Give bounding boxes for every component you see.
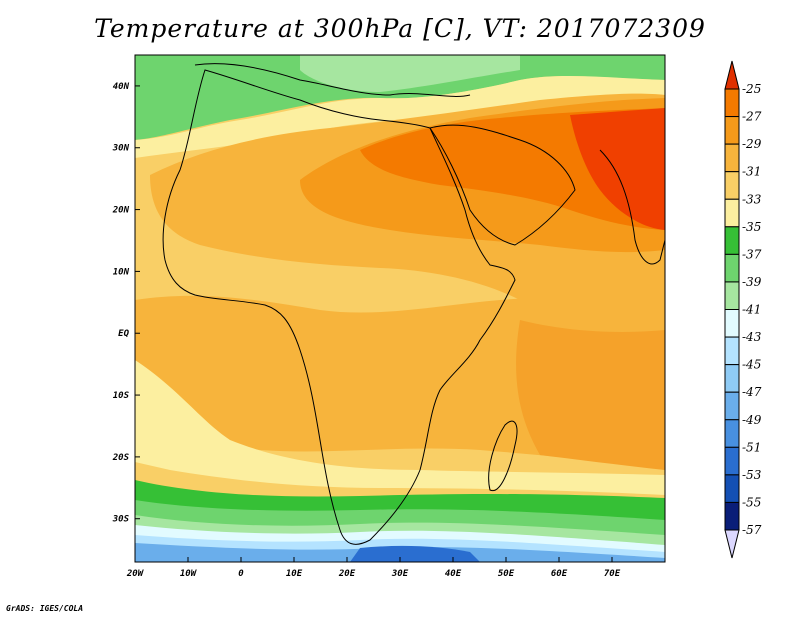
field-subtropic-light	[135, 360, 665, 495]
colorbar-level-label: -57	[742, 523, 762, 537]
colorbar-level-label: -47	[742, 385, 762, 399]
colorbar-level-label: -51	[742, 440, 761, 454]
latitude-axis: 40N 30N 20N 10N EQ 10S 20S 30S	[112, 82, 140, 525]
lon-tick-label: 0	[238, 569, 244, 579]
colorbar-level-label: -45	[742, 358, 761, 372]
colorbar-level-label: -53	[742, 468, 762, 482]
lon-tick-label: 40E	[445, 569, 462, 579]
field-north-green	[135, 55, 665, 140]
field-hot-max	[570, 108, 665, 230]
field-north-lightgreen	[300, 55, 520, 92]
colorbar-legend: -25 -27 -29 -31 -33 -35 -37 -39 -41 -43 -45 -47 -49 -…	[724, 60, 762, 559]
colorbar-swatch	[724, 309, 740, 338]
colorbar-level-label: -33	[742, 192, 762, 206]
colorbar-level-label: -27	[742, 110, 762, 124]
lat-tick-label: 30N	[112, 144, 130, 154]
colorbar-swatch	[724, 88, 740, 118]
field-south-blue3	[350, 545, 480, 562]
lon-tick-label: 10E	[286, 569, 303, 579]
grads-credit: GrADS: IGES/COLA	[6, 604, 84, 613]
lat-tick-label: 40N	[113, 82, 130, 92]
colorbar-swatch	[724, 336, 740, 366]
colorbar-level-label: -29	[742, 137, 762, 151]
colorbar-swatch	[724, 446, 740, 476]
colorbar-swatch	[724, 171, 740, 200]
lat-tick-label: 30S	[112, 515, 130, 525]
colorbar-swatch	[724, 501, 740, 531]
europe-coast	[194, 63, 471, 97]
colorbar-top-arrow	[724, 60, 740, 90]
colorbar-swatch	[724, 281, 740, 310]
colorbar-swatch	[724, 253, 740, 283]
lat-tick-label: 20S	[112, 453, 130, 463]
arabia-coast	[429, 124, 576, 246]
lon-tick-label: 50E	[498, 569, 515, 579]
madagascar-coast	[488, 420, 518, 492]
lon-tick-label: 20E	[338, 569, 356, 579]
lon-tick-label: 70E	[604, 569, 621, 579]
colorbar-level-label: -37	[742, 247, 762, 261]
lat-tick-label: 10N	[113, 267, 130, 277]
colorbar-swatch	[724, 391, 740, 421]
colorbar-level-label: -31	[742, 165, 761, 179]
colorbar-swatch	[724, 364, 740, 393]
lon-tick-label: 60E	[551, 569, 568, 579]
colorbar-swatch	[724, 116, 740, 145]
lon-tick-label: 10W	[180, 569, 198, 579]
colorbar-swatch	[724, 143, 740, 173]
lon-tick-label: 30E	[391, 569, 409, 579]
colorbar-level-label: -25	[742, 82, 761, 96]
field-south-ocean-warm	[516, 320, 665, 470]
chart-title: Temperature at 300hPa [C], VT: 201707230…	[94, 14, 706, 43]
coastlines	[162, 63, 665, 545]
colorbar-level-label: -39	[742, 275, 762, 289]
colorbar-swatch	[724, 419, 740, 448]
colorbar-level-label: -35	[742, 220, 761, 234]
colorbar-swatch	[724, 198, 740, 228]
colorbar-level-label: -43	[742, 330, 762, 344]
colorbar-swatch	[724, 474, 740, 503]
colorbar-level-label: -55	[742, 495, 761, 509]
lat-tick-label: 10S	[113, 391, 130, 401]
colorbar-level-label: -49	[742, 413, 762, 427]
colorbar-swatch	[724, 226, 740, 255]
india-coast	[599, 149, 665, 265]
colorbar-bottom-arrow	[724, 529, 740, 559]
lat-tick-label: 20N	[112, 206, 130, 216]
lat-tick-label: EQ	[118, 329, 129, 339]
temperature-field	[135, 55, 665, 562]
lon-tick-label: 20W	[126, 569, 145, 579]
longitude-axis: 20W 10W 0 10E 20E 30E 40E 50E 60E 70E	[126, 557, 621, 579]
colorbar-level-label: -41	[742, 303, 761, 317]
